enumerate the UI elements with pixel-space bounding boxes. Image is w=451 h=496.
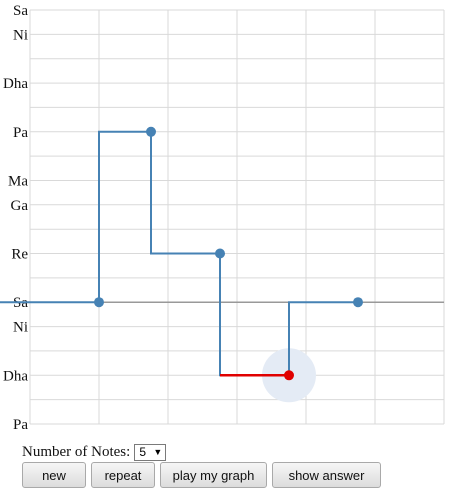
- note-graph[interactable]: Sa Ni Dha Pa Ma Ga Re Sa Ni Dha Pa: [0, 0, 451, 440]
- y-axis-label-dha: Dha: [3, 368, 28, 384]
- melody-step-line: [0, 130, 358, 377]
- play-graph-button[interactable]: play my graph: [160, 462, 267, 488]
- buttons-row: new repeat play my graph show answer: [22, 462, 442, 490]
- notes-count-value: 5: [139, 445, 146, 459]
- note-point-pa: [146, 126, 156, 137]
- repeat-button[interactable]: repeat: [91, 462, 155, 488]
- y-axis-label-pa: Pa: [13, 125, 28, 141]
- y-axis-label-sa: Sa: [13, 3, 28, 19]
- notes-count-select[interactable]: 5 ▼: [134, 443, 167, 461]
- y-axis-label-pa: Pa: [13, 417, 28, 433]
- note-point-sa: [94, 297, 104, 308]
- note-point-sa: [353, 297, 363, 308]
- y-axis-label-ni: Ni: [13, 27, 28, 43]
- y-axis-label-ma: Ma: [8, 174, 28, 190]
- y-axis-label-dha: Dha: [3, 76, 28, 92]
- new-button[interactable]: new: [22, 462, 86, 488]
- show-answer-button[interactable]: show answer: [272, 462, 381, 488]
- y-axis-label-ni: Ni: [13, 320, 28, 336]
- notes-row: Number of Notes: 5 ▼: [22, 442, 442, 462]
- notes-count-label: Number of Notes:: [22, 443, 131, 460]
- chevron-down-icon: ▼: [153, 446, 163, 457]
- controls-panel: Number of Notes: 5 ▼ new repeat play my …: [22, 442, 442, 490]
- note-point-re: [215, 248, 225, 259]
- note-point-dha: [284, 370, 294, 381]
- y-axis-label-re: Re: [11, 247, 28, 263]
- y-axis-label-ga: Ga: [11, 198, 29, 214]
